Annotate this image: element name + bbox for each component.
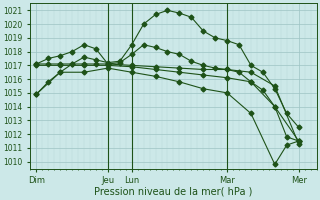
X-axis label: Pression niveau de la mer( hPa ): Pression niveau de la mer( hPa ) — [94, 187, 252, 197]
